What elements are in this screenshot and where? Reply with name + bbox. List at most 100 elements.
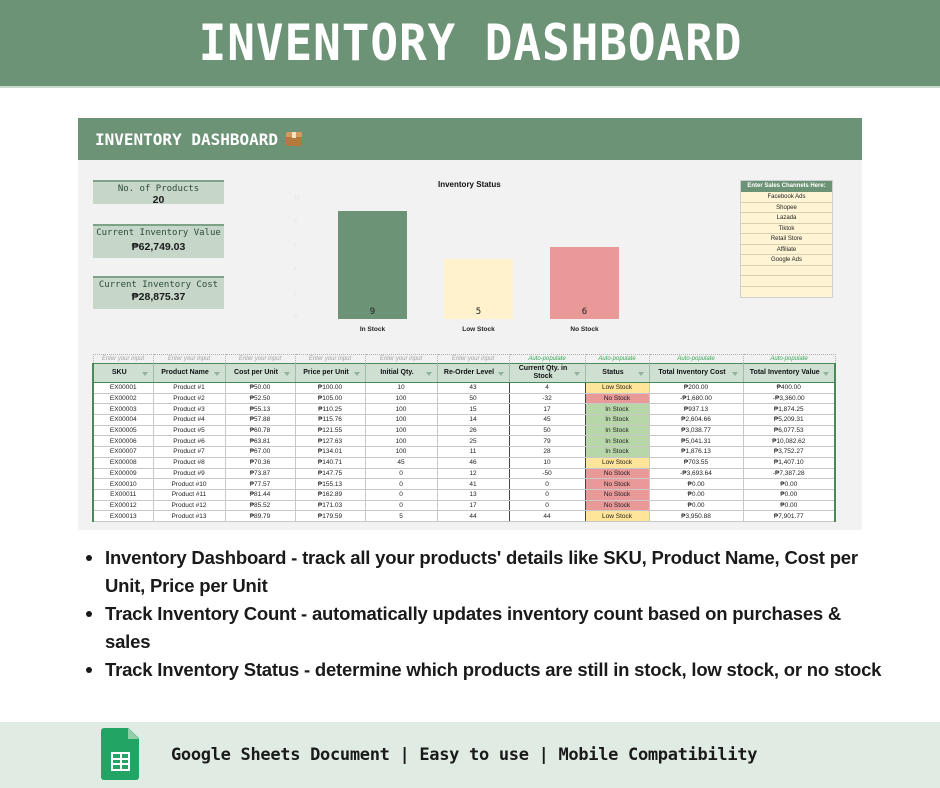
table-cell[interactable]: 0 xyxy=(364,478,438,490)
table-cell[interactable]: EX00005 xyxy=(92,425,154,437)
status-cell[interactable]: Low Stock xyxy=(584,510,650,522)
filter-dropdown-icon[interactable] xyxy=(573,372,580,376)
table-cell[interactable]: ₱70.36 xyxy=(224,457,296,469)
filter-dropdown-icon[interactable] xyxy=(637,372,644,376)
table-cell[interactable]: ₱100.00 xyxy=(294,382,366,394)
table-cell[interactable]: 0 xyxy=(364,468,438,480)
table-cell[interactable]: 10 xyxy=(364,382,438,394)
table-cell[interactable]: 46 xyxy=(436,457,510,469)
table-cell[interactable]: EX00012 xyxy=(92,500,154,512)
table-cell[interactable]: ₱1,874.25 xyxy=(742,403,836,416)
table-cell[interactable]: ₱162.89 xyxy=(294,489,366,501)
table-cell[interactable]: 13 xyxy=(436,489,510,501)
column-header[interactable]: Initial Qty. xyxy=(364,363,438,383)
table-cell[interactable]: ₱55.13 xyxy=(224,403,296,416)
status-cell[interactable]: No Stock xyxy=(584,489,650,501)
table-cell[interactable]: 45 xyxy=(364,457,438,469)
status-cell[interactable]: Low Stock xyxy=(584,382,650,394)
table-cell[interactable]: ₱0.00 xyxy=(648,500,744,512)
table-cell[interactable]: Product #10 xyxy=(152,478,226,490)
table-cell[interactable]: ₱7,901.77 xyxy=(742,510,836,522)
column-header[interactable]: Total Inventory Value xyxy=(742,363,836,383)
table-cell[interactable]: ₱2,604.66 xyxy=(648,414,744,426)
status-cell[interactable]: No Stock xyxy=(584,500,650,512)
table-cell[interactable]: 0 xyxy=(364,500,438,512)
status-cell[interactable]: In Stock xyxy=(584,435,650,448)
table-cell[interactable]: ₱1,407.10 xyxy=(742,457,836,469)
table-cell[interactable]: Product #2 xyxy=(152,393,226,405)
filter-dropdown-icon[interactable] xyxy=(425,372,432,376)
table-cell[interactable]: ₱5,209.31 xyxy=(742,414,836,426)
table-cell[interactable]: Product #13 xyxy=(152,510,226,522)
channel-cell[interactable]: Facebook Ads xyxy=(741,192,832,203)
table-cell[interactable]: EX00006 xyxy=(92,435,154,448)
table-cell[interactable]: ₱5,041.31 xyxy=(648,435,744,448)
table-cell[interactable]: 100 xyxy=(364,403,438,416)
table-cell[interactable]: 11 xyxy=(436,446,510,458)
table-cell[interactable]: ₱60.78 xyxy=(224,425,296,437)
table-cell[interactable]: ₱0.00 xyxy=(648,489,744,501)
column-header[interactable]: Status xyxy=(584,363,650,383)
table-cell[interactable]: 15 xyxy=(436,403,510,416)
table-cell[interactable]: ₱81.44 xyxy=(224,489,296,501)
column-header[interactable]: Current Qty. in Stock xyxy=(508,363,586,383)
status-cell[interactable]: No Stock xyxy=(584,468,650,480)
table-cell[interactable]: ₱52.50 xyxy=(224,393,296,405)
table-cell[interactable]: ₱3,752.27 xyxy=(742,446,836,458)
column-header[interactable]: Cost per Unit xyxy=(224,363,296,383)
channel-cell[interactable] xyxy=(741,266,832,276)
column-header[interactable]: Total Inventory Cost xyxy=(648,363,744,383)
table-cell[interactable]: 44 xyxy=(436,510,510,522)
table-cell[interactable]: ₱0.00 xyxy=(742,478,836,490)
table-cell[interactable]: 45 xyxy=(508,414,586,426)
table-cell[interactable]: 100 xyxy=(364,446,438,458)
column-header[interactable]: Price per Unit xyxy=(294,363,366,383)
table-cell[interactable]: ₱155.13 xyxy=(294,478,366,490)
status-cell[interactable]: In Stock xyxy=(584,414,650,426)
table-cell[interactable]: -₱3,693.64 xyxy=(648,468,744,480)
table-cell[interactable]: Product #6 xyxy=(152,435,226,448)
table-cell[interactable]: EX00002 xyxy=(92,393,154,405)
channel-cell[interactable]: Affiliate xyxy=(741,245,832,255)
table-cell[interactable]: 50 xyxy=(508,425,586,437)
table-cell[interactable]: 100 xyxy=(364,425,438,437)
table-cell[interactable]: Product #12 xyxy=(152,500,226,512)
table-cell[interactable]: ₱0.00 xyxy=(648,478,744,490)
table-cell[interactable]: ₱6,077.53 xyxy=(742,425,836,437)
table-cell[interactable]: EX00008 xyxy=(92,457,154,469)
table-cell[interactable]: ₱63.81 xyxy=(224,435,296,448)
table-cell[interactable]: EX00003 xyxy=(92,403,154,416)
table-cell[interactable]: ₱0.00 xyxy=(742,489,836,501)
table-cell[interactable]: EX00007 xyxy=(92,446,154,458)
table-cell[interactable]: 0 xyxy=(508,478,586,490)
table-cell[interactable]: EX00009 xyxy=(92,468,154,480)
channel-cell[interactable]: Retail Store xyxy=(741,234,832,245)
table-cell[interactable]: ₱400.00 xyxy=(742,382,836,394)
table-cell[interactable]: ₱57.88 xyxy=(224,414,296,426)
table-cell[interactable]: EX00004 xyxy=(92,414,154,426)
table-cell[interactable]: 28 xyxy=(508,446,586,458)
table-cell[interactable]: ₱67.00 xyxy=(224,446,296,458)
table-cell[interactable]: EX00001 xyxy=(92,382,154,394)
table-cell[interactable]: Product #4 xyxy=(152,414,226,426)
status-cell[interactable]: In Stock xyxy=(584,403,650,416)
table-cell[interactable]: ₱140.71 xyxy=(294,457,366,469)
table-cell[interactable]: ₱3,038.77 xyxy=(648,425,744,437)
status-cell[interactable]: In Stock xyxy=(584,425,650,437)
table-cell[interactable]: EX00013 xyxy=(92,510,154,522)
table-cell[interactable]: 79 xyxy=(508,435,586,448)
table-cell[interactable]: ₱115.76 xyxy=(294,414,366,426)
channel-cell[interactable]: Google Ads xyxy=(741,255,832,266)
table-cell[interactable]: 100 xyxy=(364,414,438,426)
filter-dropdown-icon[interactable] xyxy=(353,372,360,376)
table-cell[interactable]: -₱1,680.00 xyxy=(648,393,744,405)
table-cell[interactable]: EX00011 xyxy=(92,489,154,501)
column-header[interactable]: Re-Order Level xyxy=(436,363,510,383)
channel-cell[interactable] xyxy=(741,287,832,298)
status-cell[interactable]: No Stock xyxy=(584,393,650,405)
table-cell[interactable]: 41 xyxy=(436,478,510,490)
table-cell[interactable]: ₱110.25 xyxy=(294,403,366,416)
table-cell[interactable]: ₱1,876.13 xyxy=(648,446,744,458)
table-cell[interactable]: Product #11 xyxy=(152,489,226,501)
channel-cell[interactable]: Tiktok xyxy=(741,224,832,234)
